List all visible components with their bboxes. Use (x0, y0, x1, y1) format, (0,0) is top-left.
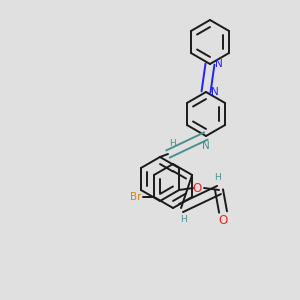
Text: N: N (211, 87, 219, 97)
Text: O: O (192, 182, 202, 194)
Text: H: H (169, 140, 176, 148)
Text: N: N (215, 59, 223, 69)
Text: H: H (180, 215, 186, 224)
Text: Br: Br (130, 192, 142, 202)
Text: N: N (202, 141, 210, 151)
Text: O: O (218, 214, 228, 227)
Text: H: H (214, 173, 220, 182)
